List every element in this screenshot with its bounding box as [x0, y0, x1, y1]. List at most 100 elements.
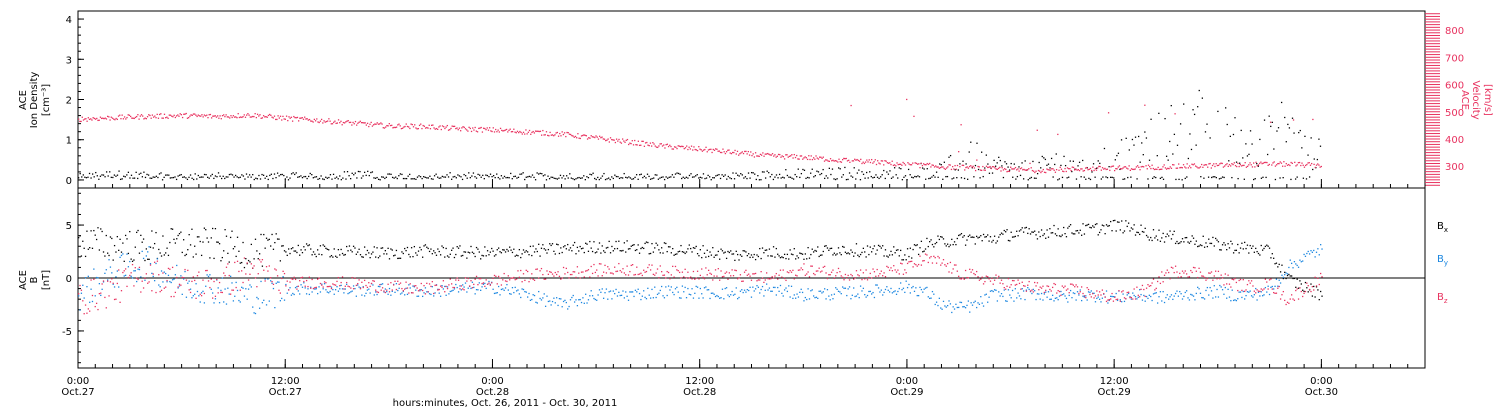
bfield-point — [1122, 290, 1124, 292]
velocity-point — [728, 149, 730, 151]
bfield-point — [916, 244, 918, 246]
bfield-point — [1169, 296, 1171, 298]
density-point — [393, 177, 395, 179]
bfield-point — [647, 266, 649, 269]
bfield-point — [510, 277, 512, 279]
bfield-point — [1031, 231, 1033, 233]
density-point — [281, 173, 283, 176]
bfield-point — [1230, 240, 1232, 242]
bfield-point — [1296, 278, 1298, 280]
velocity-point — [922, 163, 925, 165]
density-point — [492, 175, 495, 177]
velocity-point — [640, 144, 642, 146]
velocity-point — [1295, 165, 1297, 167]
bfield-point — [97, 277, 99, 279]
bfield-point — [1215, 296, 1217, 298]
velocity-point — [1088, 168, 1090, 170]
density-point — [715, 175, 717, 177]
velocity-point — [354, 120, 357, 123]
density-point — [904, 175, 907, 177]
density-point — [738, 175, 740, 177]
bfield-point — [589, 240, 591, 243]
bfield-point — [801, 269, 804, 271]
velocity-point — [466, 129, 468, 131]
velocity-point — [1150, 167, 1152, 170]
bfield-point — [1311, 295, 1314, 297]
bfield-point — [661, 247, 663, 249]
density-point — [1172, 153, 1174, 155]
bfield-point — [756, 280, 758, 282]
velocity-point — [658, 145, 660, 147]
bfield-point — [712, 279, 714, 281]
density-point — [1008, 169, 1011, 171]
bfield-point — [394, 291, 396, 293]
density-point — [707, 174, 709, 177]
density-point — [1192, 109, 1194, 111]
velocity-point — [96, 117, 98, 120]
velocity-point — [1198, 167, 1200, 169]
velocity-point — [333, 121, 335, 123]
bfield-point — [290, 294, 293, 296]
density-point — [1047, 163, 1050, 165]
velocity-point — [111, 117, 114, 119]
velocity-point — [1111, 165, 1113, 167]
bfield-point — [420, 249, 422, 251]
density-point — [489, 173, 492, 175]
bfield-point — [258, 307, 261, 309]
bfield-point — [1068, 294, 1070, 297]
bfield-point — [268, 265, 270, 267]
velocity-point — [800, 155, 803, 157]
velocity-point — [758, 155, 760, 158]
velocity-point — [985, 165, 988, 167]
bfield-point — [133, 259, 135, 261]
density-point — [1029, 177, 1031, 180]
bfield-point — [612, 273, 614, 275]
bfield-point — [837, 290, 840, 292]
bfield-point — [258, 259, 261, 261]
bfield-point — [187, 282, 189, 284]
bfield-point — [579, 298, 581, 301]
bfield-point — [297, 285, 299, 287]
density-point — [1133, 144, 1135, 146]
bfield-point — [1093, 226, 1095, 228]
bfield-point — [732, 294, 735, 296]
bfield-point — [1315, 251, 1318, 253]
bfield-point — [1185, 290, 1188, 292]
velocity-point — [156, 113, 158, 116]
density-point — [483, 178, 485, 180]
density-point — [175, 178, 178, 181]
bfield-point — [329, 290, 331, 293]
bfield-point — [1252, 285, 1254, 287]
velocity-point — [1005, 168, 1007, 171]
velocity-point — [1172, 164, 1174, 166]
bfield-point — [410, 292, 413, 294]
density-point — [659, 177, 661, 179]
bfield-point — [716, 294, 718, 297]
bfield-point — [522, 288, 525, 291]
bfield-point — [898, 287, 900, 290]
bfield-point — [170, 281, 172, 284]
velocity-point — [133, 117, 135, 120]
bfield-point — [926, 286, 928, 289]
velocity-point — [556, 131, 559, 134]
bfield-point — [890, 287, 892, 290]
bfield-point — [515, 278, 518, 280]
bfield-point — [725, 287, 728, 289]
bfield-point — [995, 242, 997, 244]
velocity-point — [810, 155, 812, 157]
velocity-point — [461, 127, 463, 129]
density-point — [444, 176, 447, 178]
bfield-point — [496, 291, 498, 294]
velocity-point — [850, 104, 852, 107]
density-point — [1061, 176, 1064, 179]
bfield-point — [768, 248, 771, 250]
velocity-point — [1236, 165, 1238, 168]
density-point — [1128, 149, 1130, 151]
velocity-point — [1191, 163, 1193, 165]
density-point — [673, 176, 675, 178]
bfield-point — [716, 254, 718, 256]
velocity-point — [113, 118, 115, 120]
bfield-point — [894, 252, 896, 254]
velocity-point — [439, 125, 441, 127]
velocity-point — [716, 148, 718, 150]
